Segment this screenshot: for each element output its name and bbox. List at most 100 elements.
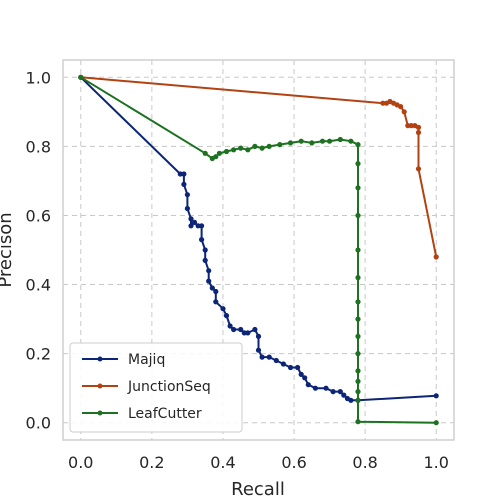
data-point-majiq-35: [298, 371, 304, 377]
data-point-majiq-2: [181, 171, 187, 177]
data-point-leafcutter-7: [238, 145, 244, 151]
data-point-majiq-14: [206, 268, 212, 274]
data-point-leafcutter-30: [355, 368, 361, 374]
data-point-leafcutter-4: [216, 150, 222, 156]
data-point-majiq-11: [199, 237, 205, 243]
data-point-leafcutter-35: [433, 420, 439, 426]
data-point-leafcutter-17: [327, 138, 333, 144]
data-point-leafcutter-15: [309, 140, 315, 146]
data-point-junctionseq-1: [380, 100, 386, 106]
y-tick-label-5: 1.0: [26, 68, 51, 87]
legend-box: [69, 342, 243, 433]
data-point-leafcutter-33: [355, 397, 361, 403]
data-point-leafcutter-25: [355, 275, 361, 281]
data-point-leafcutter-9: [252, 143, 258, 149]
data-point-leafcutter-19: [348, 138, 354, 144]
plot-frame: [62, 59, 455, 441]
data-point-junctionseq-9: [408, 123, 414, 129]
series-majiq: [78, 74, 439, 403]
data-point-majiq-12: [202, 247, 208, 253]
data-point-junctionseq-6: [398, 104, 404, 110]
series-junctionseq: [78, 74, 439, 260]
data-point-majiq-20: [223, 313, 230, 319]
data-point-leafcutter-32: [355, 389, 361, 395]
data-point-leafcutter-12: [277, 142, 283, 148]
data-point-majiq-19: [220, 306, 226, 312]
data-point-majiq-23: [238, 326, 244, 333]
data-point-leafcutter-27: [355, 316, 361, 322]
data-point-majiq-16: [209, 285, 215, 291]
y-tick-label-1: 0.2: [26, 345, 51, 364]
data-point-majiq-38: [312, 385, 318, 391]
legend-label-junctionseq: JunctionSeq: [127, 379, 211, 395]
data-point-majiq-4: [184, 192, 190, 198]
y-tick-label-0: 0.0: [26, 414, 51, 433]
data-point-majiq-10: [199, 223, 205, 229]
y-tick-label-3: 0.6: [26, 206, 51, 225]
legend-marker-majiq: [97, 356, 103, 362]
x-tick-labels: 0.0 0.2 0.4 0.6 0.8 1.0: [68, 453, 449, 472]
data-point-majiq-40: [330, 389, 336, 395]
data-point-leafcutter-22: [355, 185, 361, 191]
x-axis-label: Recall: [231, 479, 285, 500]
data-point-leafcutter-14: [298, 138, 304, 144]
data-point-majiq-22: [231, 326, 237, 333]
data-point-majiq-34: [295, 364, 301, 371]
data-point-leafcutter-13: [287, 140, 294, 146]
data-point-majiq-6: [188, 216, 194, 222]
data-point-leafcutter-23: [355, 212, 361, 219]
data-point-majiq-26: [252, 326, 258, 333]
legend-label-leafcutter: LeafCutter: [128, 406, 202, 422]
data-point-leafcutter-34: [355, 419, 361, 425]
data-point-majiq-25: [245, 330, 251, 336]
data-point-majiq-5: [184, 205, 190, 212]
legend-marker-leafcutter: [97, 410, 103, 416]
data-point-majiq-15: [206, 278, 212, 284]
data-point-leafcutter-1: [202, 150, 208, 156]
x-tick-label-4: 0.8: [352, 453, 377, 472]
data-point-leafcutter-24: [355, 247, 361, 253]
data-point-leafcutter-20: [355, 142, 361, 148]
data-point-junctionseq-14: [433, 254, 439, 260]
data-point-majiq-33: [287, 364, 294, 371]
x-tick-label-1: 0.2: [139, 453, 164, 472]
data-point-majiq-46: [433, 393, 439, 399]
data-point-majiq-28: [255, 347, 262, 353]
data-point-majiq-27: [255, 333, 262, 339]
data-point-leafcutter-26: [355, 299, 361, 305]
data-point-majiq-31: [273, 357, 279, 364]
data-point-majiq-7: [188, 223, 194, 229]
data-point-leafcutter-18: [337, 136, 343, 143]
data-point-majiq-30: [266, 354, 272, 360]
y-tick-label-2: 0.4: [26, 276, 51, 295]
data-point-majiq-13: [202, 257, 208, 263]
data-point-majiq-41: [337, 389, 343, 395]
data-point-leafcutter-3: [213, 154, 219, 160]
data-point-majiq-39: [323, 385, 329, 391]
data-point-majiq-1: [177, 171, 183, 177]
series-leafcutter: [78, 74, 439, 426]
data-point-junctionseq-13: [415, 166, 422, 172]
data-point-majiq-36: [302, 375, 308, 381]
data-point-junctionseq-7: [401, 109, 407, 115]
x-tick-label-0: 0.0: [68, 453, 93, 472]
legend-marker-junctionseq: [97, 383, 103, 389]
data-point-majiq-3: [181, 181, 187, 187]
x-tick-label-2: 0.4: [210, 453, 235, 472]
data-point-leafcutter-16: [319, 138, 326, 144]
data-point-majiq-17: [213, 288, 219, 295]
x-tick-label-5: 1.0: [424, 453, 449, 472]
data-point-majiq-42: [341, 392, 347, 398]
data-point-majiq-44: [348, 397, 354, 403]
data-point-leafcutter-0: [78, 74, 84, 80]
y-tick-label-4: 0.8: [26, 137, 51, 156]
data-point-junctionseq-11: [415, 124, 422, 130]
data-point-leafcutter-8: [245, 147, 251, 153]
legend: Majiq JunctionSeq LeafCutter: [69, 342, 243, 433]
data-point-majiq-32: [280, 361, 286, 367]
legend-label-majiq: Majiq: [128, 352, 165, 368]
data-point-majiq-8: [191, 219, 198, 225]
data-point-leafcutter-6: [231, 147, 237, 153]
data-point-leafcutter-10: [259, 145, 265, 151]
data-point-junctionseq-12: [415, 129, 422, 136]
